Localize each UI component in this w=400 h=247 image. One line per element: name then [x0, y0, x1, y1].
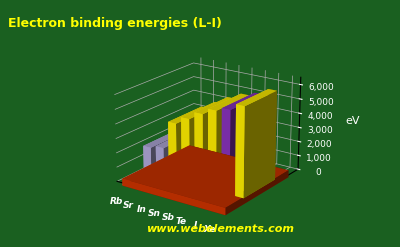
Text: www.webelements.com: www.webelements.com [146, 224, 294, 234]
Text: Electron binding energies (L-I): Electron binding energies (L-I) [8, 17, 222, 30]
